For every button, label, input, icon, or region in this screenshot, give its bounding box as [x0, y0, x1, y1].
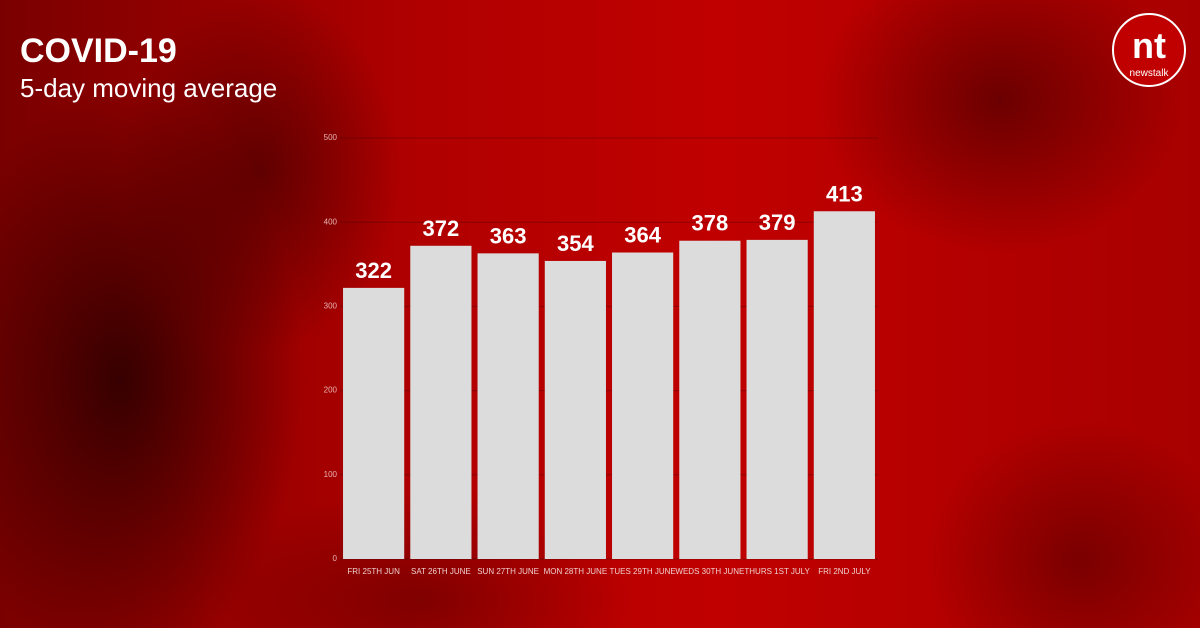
y-tick-label: 100	[324, 470, 338, 479]
y-tick-label: 200	[324, 386, 338, 395]
x-tick-label: THURS 1ST JULY	[744, 567, 810, 576]
bar	[410, 245, 472, 559]
y-tick-label: 300	[324, 302, 338, 311]
logo: nt newstalk	[1112, 13, 1186, 87]
value-label: 379	[759, 210, 796, 235]
bar	[343, 287, 405, 559]
chart-title: COVID-19	[20, 32, 177, 70]
y-tick-label: 500	[324, 133, 338, 142]
value-label: 378	[692, 211, 729, 236]
chart-subtitle: 5-day moving average	[20, 73, 277, 103]
value-label: 364	[624, 223, 661, 248]
x-tick-label: SUN 27TH JUNE	[477, 567, 539, 576]
x-tick-label: TUES 29TH JUNE	[610, 567, 676, 576]
value-label: 354	[557, 231, 594, 256]
value-label: 363	[490, 223, 527, 248]
x-tick-label: WEDS 30TH JUNE	[675, 567, 744, 576]
bar	[813, 211, 875, 559]
x-tick-label: FRI 2ND JULY	[818, 567, 871, 576]
y-tick-label: 400	[324, 217, 338, 226]
logo-mark: nt	[1132, 25, 1166, 66]
x-tick-label: FRI 25TH JUN	[347, 567, 400, 576]
logo-name: newstalk	[1130, 68, 1170, 79]
bar	[477, 253, 539, 559]
x-tick-label: SAT 26TH JUNE	[411, 567, 471, 576]
bar	[612, 252, 674, 559]
y-tick-label: 0	[333, 554, 338, 563]
logo-circle	[1112, 13, 1186, 87]
bar	[746, 239, 808, 559]
x-tick-label: MON 28TH JUNE	[544, 567, 608, 576]
bar	[544, 260, 606, 559]
value-label: 322	[355, 258, 392, 283]
value-label: 413	[826, 181, 863, 206]
value-label: 372	[423, 216, 460, 241]
bar	[679, 240, 741, 559]
